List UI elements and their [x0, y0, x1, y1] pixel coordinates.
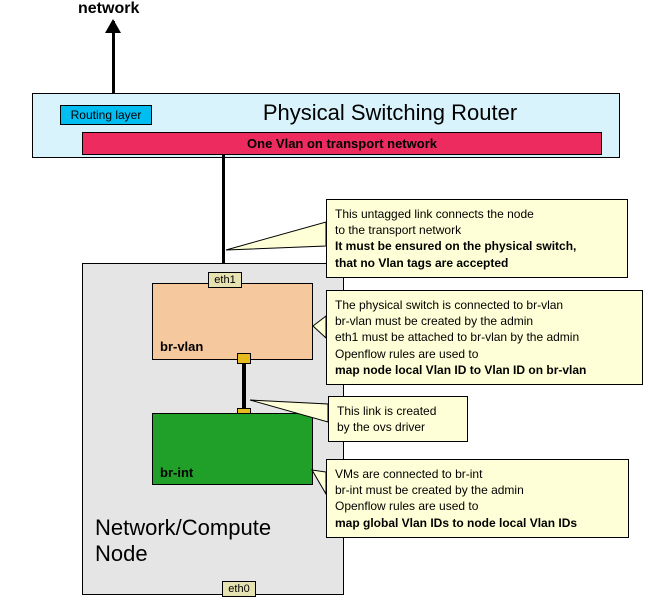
callout4-bold1: map global Vlan IDs to node local Vlan I…: [335, 516, 577, 530]
callout-brint: VMs are connected to br-int br-int must …: [326, 459, 629, 538]
callout4-line3: Openflow rules are used to: [335, 499, 478, 513]
callout4-line2: br-int must be created by the admin: [335, 483, 524, 497]
callout4-line1: VMs are connected to br-int: [335, 467, 482, 481]
